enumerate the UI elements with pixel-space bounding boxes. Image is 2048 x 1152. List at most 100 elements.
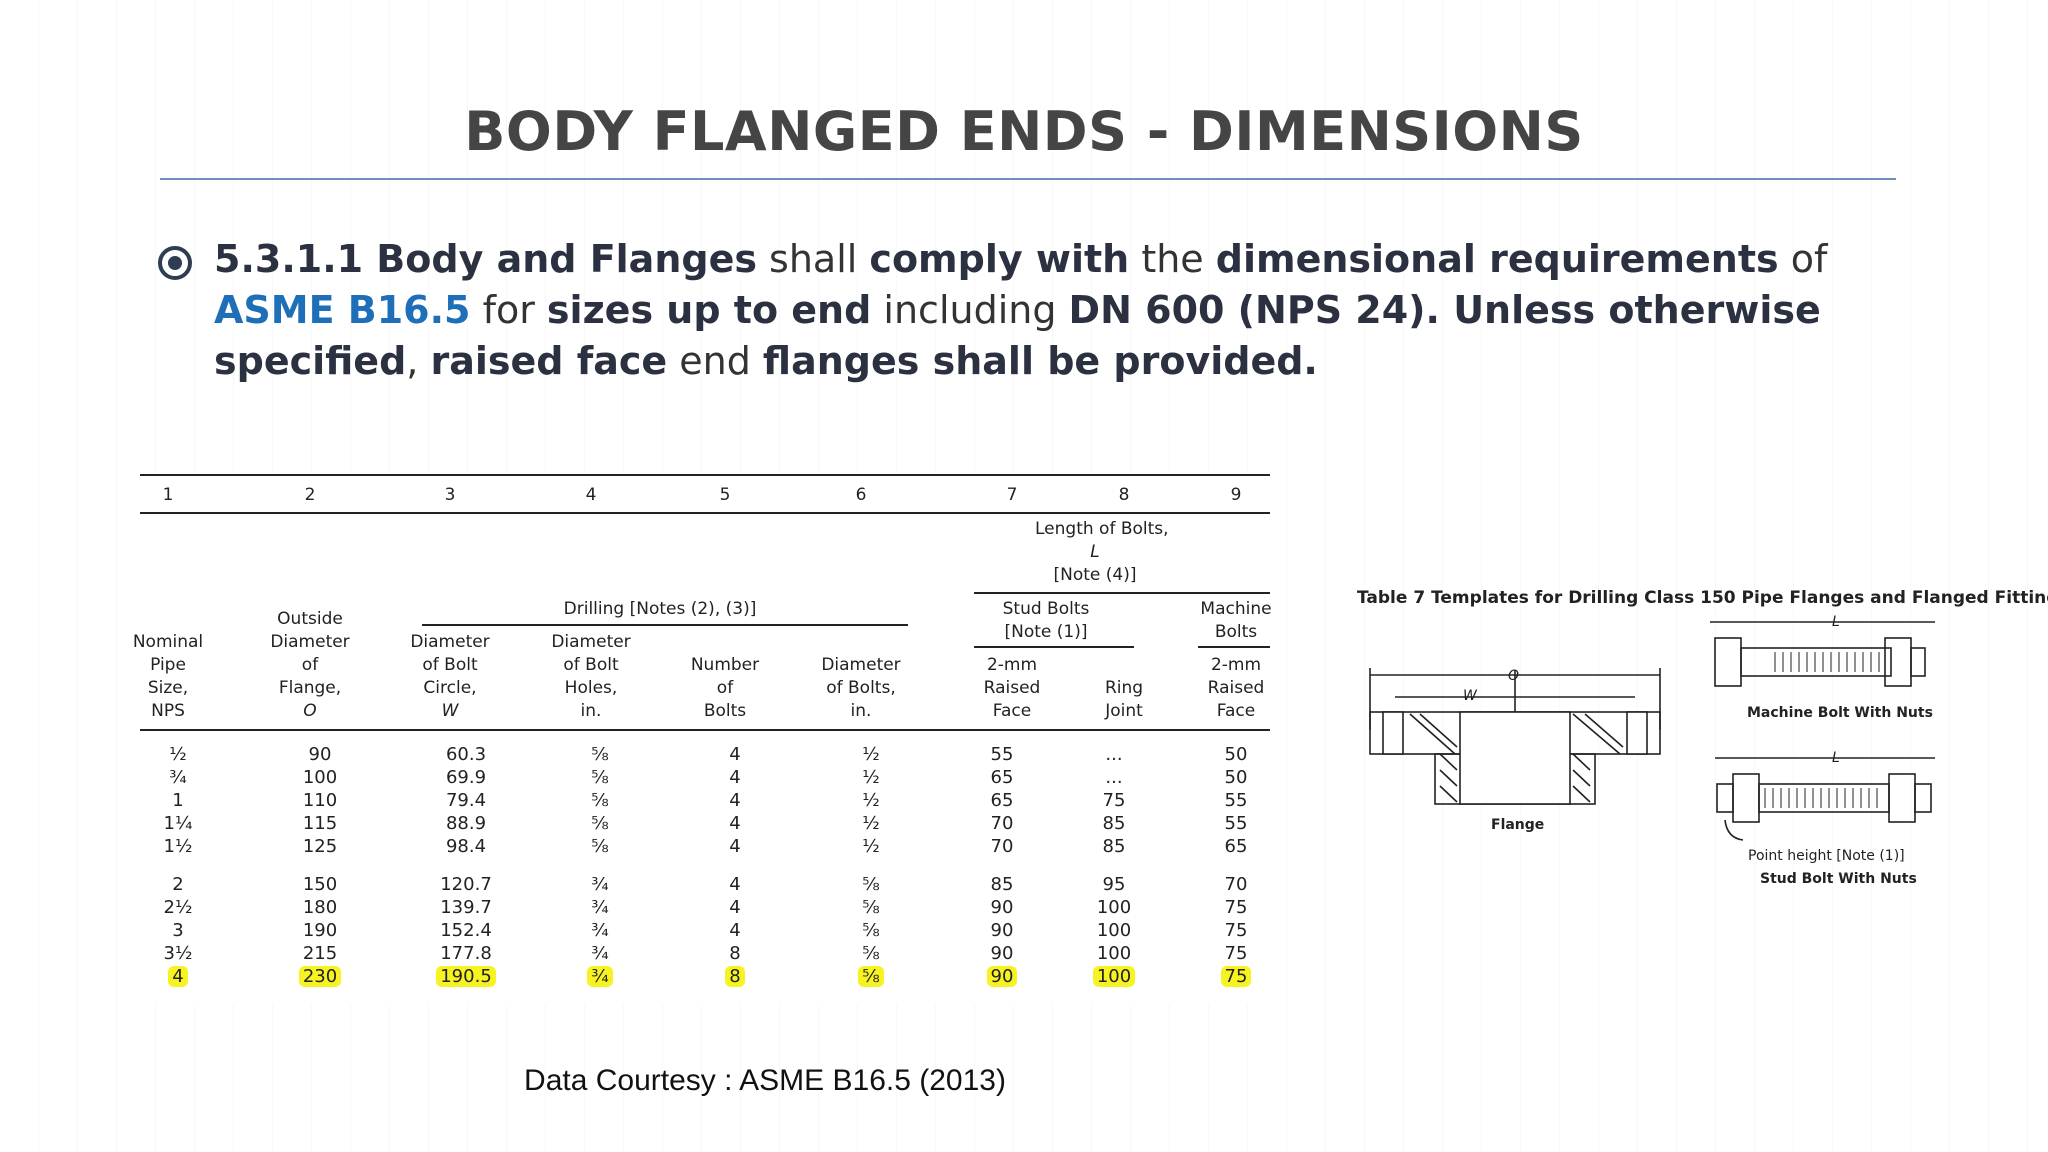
cell-value: ¾ <box>591 920 609 941</box>
table-rule-top <box>140 474 1270 476</box>
hdr-line: Face <box>992 701 1032 721</box>
cell-value: 65 <box>1224 836 1248 857</box>
group-rule <box>974 646 1134 648</box>
cell-value: 230 <box>298 966 342 987</box>
group-rule <box>1198 646 1270 648</box>
table-cell: 4 <box>695 874 775 895</box>
header-note4: [Note (4)] <box>1053 565 1137 585</box>
header-c5: Number of Bolts <box>685 654 765 723</box>
col-number: 8 <box>1118 485 1130 505</box>
cell-value: 75 <box>1220 966 1252 987</box>
machine-bolt-label: Machine Bolt With Nuts <box>1747 705 1933 721</box>
cell-value: 85 <box>990 874 1014 895</box>
hdr-line: NPS <box>151 701 185 721</box>
cell-value: 110 <box>302 790 338 811</box>
cell-value: 90 <box>986 966 1018 987</box>
flange-label: Flange <box>1491 817 1545 833</box>
cell-value: ¾ <box>591 897 609 918</box>
table-cell: 79.4 <box>426 790 506 811</box>
table-cell: 4 <box>695 744 775 765</box>
cell-value: 90 <box>990 920 1014 941</box>
cell-value: 4 <box>729 790 741 811</box>
table-cell: 65 <box>962 767 1042 788</box>
cell-value: 125 <box>302 836 338 857</box>
hdr-line: of Bolt <box>563 655 619 675</box>
stud-bolt-label: Stud Bolt With Nuts <box>1760 871 1917 887</box>
table-cell: 100 <box>280 767 360 788</box>
cell-value: ½ <box>862 813 880 834</box>
table-cell: 8 <box>695 966 775 987</box>
hdr-line: Flange, <box>278 678 342 698</box>
header-stud-bolts: Stud Bolts <box>1002 599 1090 619</box>
table-cell: ⅝ <box>560 813 640 834</box>
hdr-line: Raised <box>1207 678 1265 698</box>
para-seg: shall <box>756 237 870 281</box>
table-cell: 60.3 <box>426 744 506 765</box>
table-cell: ½ <box>831 790 911 811</box>
para-seg: , <box>406 339 431 383</box>
cell-value: 50 <box>1224 767 1248 788</box>
table-cell: 4 <box>138 966 218 987</box>
cell-value: 2½ <box>163 897 193 918</box>
para-seg: including <box>871 288 1069 332</box>
hdr-line: 2-mm <box>986 655 1038 675</box>
header-stud-note: [Note (1)] <box>1004 622 1088 642</box>
table-rule <box>140 512 1270 514</box>
table-cell: 1¼ <box>138 813 218 834</box>
table-cell: 90 <box>962 897 1042 918</box>
cell-value: 100 <box>1096 920 1132 941</box>
cell-value: 55 <box>1224 790 1248 811</box>
cell-value: ½ <box>862 744 880 765</box>
table-cell: 152.4 <box>426 920 506 941</box>
table-cell: ⅝ <box>831 943 911 964</box>
hdr-line: W <box>441 701 459 721</box>
cell-value: ½ <box>862 790 880 811</box>
cell-value: 100 <box>302 767 338 788</box>
hdr-line: Size, <box>147 678 189 698</box>
cell-value: 65 <box>990 767 1014 788</box>
cell-value: ... <box>1105 767 1123 788</box>
table-cell: 50 <box>1196 744 1276 765</box>
table-cell: 180 <box>280 897 360 918</box>
cell-value: 70 <box>990 836 1014 857</box>
cell-value: 98.4 <box>445 836 487 857</box>
data-courtesy-footer: Data Courtesy : ASME B16.5 (2013) <box>524 1064 1006 1097</box>
table-header-bottom-rule <box>140 729 1270 731</box>
table-cell: 69.9 <box>426 767 506 788</box>
hdr-line: Holes, <box>564 678 618 698</box>
cell-value: 69.9 <box>445 767 487 788</box>
table-cell: 55 <box>1196 790 1276 811</box>
table-cell: 85 <box>1074 836 1154 857</box>
table-cell: 98.4 <box>426 836 506 857</box>
header-c3: Diameter of Bolt Circle, W <box>410 631 490 723</box>
cell-value: 8 <box>729 943 741 964</box>
table-cell: 4 <box>695 920 775 941</box>
cell-value: 88.9 <box>445 813 487 834</box>
drawing-title: Table 7 Templates for Drilling Class 150… <box>1357 588 2048 608</box>
header-length-of-bolts: Length of Bolts, <box>1035 519 1169 539</box>
table-cell: 90 <box>962 920 1042 941</box>
flange-bolt-sketch <box>1369 621 1935 841</box>
table-cell: 75 <box>1074 790 1154 811</box>
cell-value: 139.7 <box>440 897 492 918</box>
table-cell: 2 <box>138 874 218 895</box>
header-L: L <box>1090 542 1100 562</box>
header-c6: Diameter of Bolts, in. <box>821 654 901 723</box>
col-number: 5 <box>719 485 731 505</box>
dim-L-label: L <box>1832 614 1840 630</box>
table-cell: 120.7 <box>426 874 506 895</box>
table-cell: 75 <box>1196 920 1276 941</box>
cell-value: 85 <box>1102 813 1126 834</box>
para-seg: end <box>667 339 763 383</box>
table-cell: 55 <box>962 744 1042 765</box>
cell-value: 100 <box>1096 943 1132 964</box>
cell-value: 4 <box>729 874 741 895</box>
table-cell: 3½ <box>138 943 218 964</box>
table-cell: 2½ <box>138 897 218 918</box>
hdr-line: Face <box>1216 701 1256 721</box>
table-cell: 150 <box>280 874 360 895</box>
cell-value: ⅝ <box>591 744 609 765</box>
cell-value: 70 <box>1224 874 1248 895</box>
hdr-line: in. <box>850 701 872 721</box>
table-cell: 110 <box>280 790 360 811</box>
